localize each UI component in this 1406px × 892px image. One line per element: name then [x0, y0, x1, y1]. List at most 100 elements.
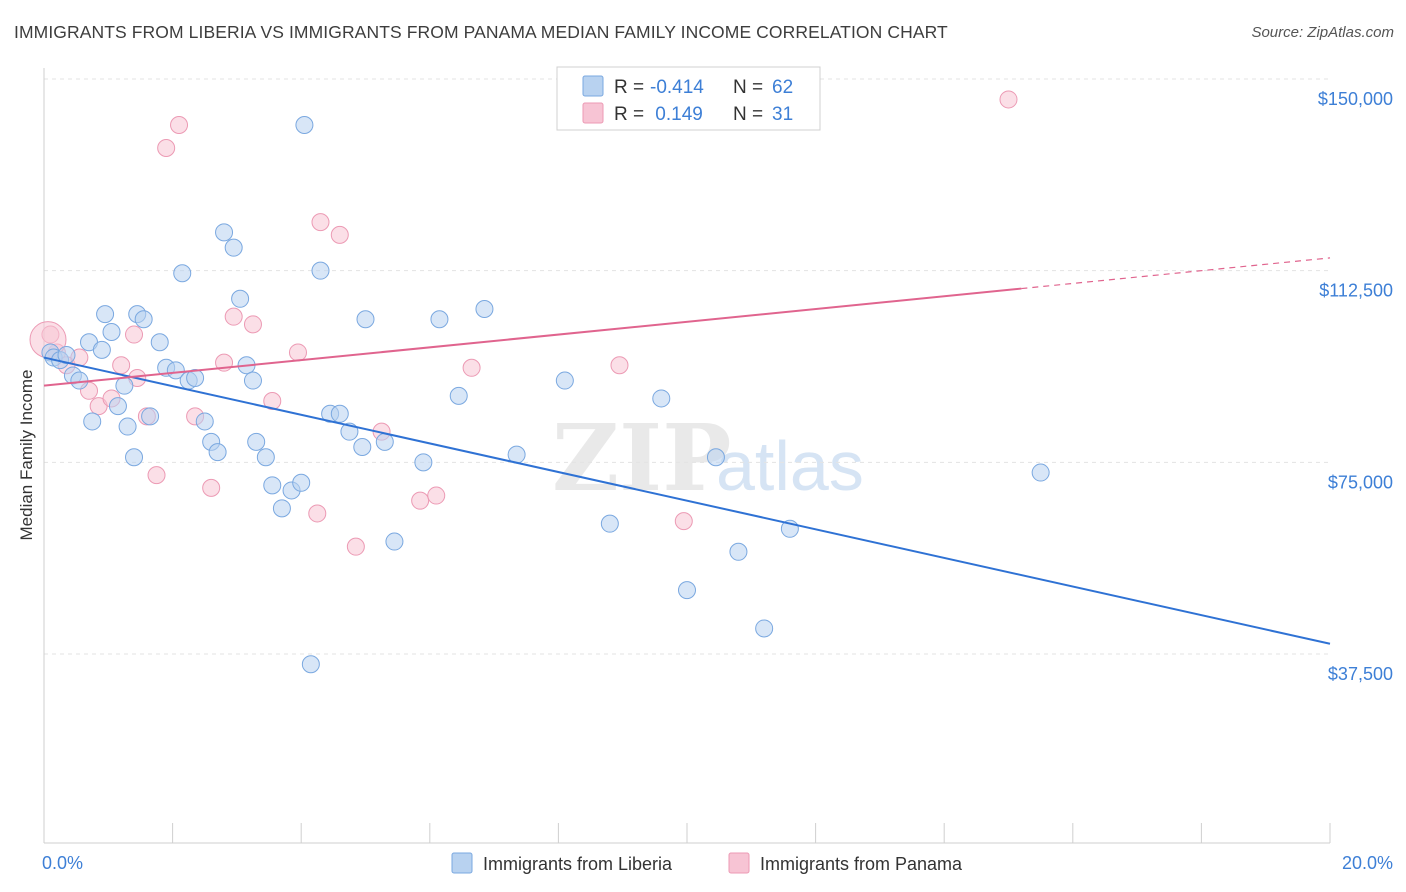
liberia-point — [652, 389, 671, 408]
panama-point — [999, 90, 1018, 109]
series-panama-points — [29, 90, 1018, 556]
watermark-zip: ZIP — [552, 404, 731, 512]
panama-trend-line — [43, 287, 1022, 387]
liberia-point — [449, 386, 468, 405]
liberia-point — [755, 619, 774, 638]
panama-point — [112, 356, 131, 375]
y-axis-label: Median Family Income — [17, 369, 36, 540]
panama-point — [224, 307, 243, 326]
panama-point — [308, 504, 327, 523]
panama-point — [170, 116, 189, 135]
liberia-point — [678, 581, 696, 600]
liberia-point — [247, 432, 266, 451]
panama-point — [311, 213, 330, 232]
liberia-point — [375, 432, 394, 451]
legend-r-value-panama: 0.149 — [650, 104, 703, 125]
liberia-point — [555, 371, 574, 390]
liberia-point — [141, 407, 160, 426]
series-legend-swatch-liberia — [451, 852, 473, 874]
liberia-point — [115, 376, 134, 395]
liberia-point — [83, 412, 102, 431]
liberia-point — [301, 655, 320, 674]
y-tick-label: $150,000 — [1318, 89, 1393, 109]
liberia-point — [292, 473, 311, 492]
liberia-point — [102, 323, 121, 342]
liberia-point — [96, 305, 115, 324]
legend-r-label-liberia: R = — [614, 77, 644, 98]
liberia-point — [166, 361, 185, 380]
series-legend-label-panama: Immigrants from Panama — [760, 854, 963, 874]
liberia-point — [311, 261, 330, 280]
liberia-point — [600, 514, 619, 533]
liberia-point — [150, 333, 169, 352]
legend-r-value-liberia: -0.414 — [650, 77, 704, 98]
panama-point — [610, 356, 629, 375]
liberia-point — [272, 499, 291, 518]
panama-point — [462, 358, 481, 377]
liberia-point — [263, 476, 282, 495]
panama-point — [243, 315, 262, 334]
liberia-point — [215, 223, 234, 242]
liberia-point — [231, 289, 250, 308]
y-tick-labels: $37,500 $75,000 $112,500 $150,000 — [1318, 89, 1393, 684]
panama-point — [427, 486, 446, 505]
liberia-point — [118, 417, 137, 436]
liberia-point — [385, 532, 404, 551]
liberia-trend-line — [43, 356, 1331, 645]
panama-point — [263, 392, 282, 411]
panama-point — [147, 466, 166, 485]
liberia-point — [224, 238, 243, 257]
liberia-point — [330, 404, 349, 423]
liberia-point — [430, 310, 449, 329]
panama-point — [202, 478, 221, 497]
liberia-point — [356, 310, 375, 329]
panama-point — [411, 491, 430, 510]
watermark-atlas: atlas — [716, 427, 864, 505]
y-tick-label: $75,000 — [1328, 472, 1393, 492]
x-tick-labels: 0.0% 20.0% — [42, 853, 1393, 873]
liberia-point — [134, 310, 153, 329]
trend-lines — [43, 257, 1331, 645]
panama-point — [125, 325, 144, 344]
y-tick-label: $37,500 — [1328, 664, 1393, 684]
panama-point — [346, 537, 365, 556]
liberia-point — [256, 448, 275, 467]
liberia-point — [173, 264, 192, 283]
legend-n-value-panama: 31 — [772, 104, 793, 125]
panama-point — [330, 225, 349, 244]
panama-trend-line-extension — [1021, 257, 1331, 290]
liberia-point — [295, 116, 314, 135]
source-credit: Source: ZipAtlas.com — [1251, 24, 1394, 41]
legend-r-label-panama: R = — [614, 104, 644, 125]
series-liberia-points — [41, 116, 1050, 674]
series-legend-swatch-panama — [728, 852, 750, 874]
legend-n-label-liberia: N = — [733, 77, 763, 98]
legend-n-value-liberia: 62 — [772, 77, 793, 98]
series-legend-label-liberia: Immigrants from Liberia — [483, 854, 673, 874]
watermark: ZIP atlas — [552, 404, 864, 512]
panama-point — [674, 512, 693, 531]
liberia-point — [125, 448, 144, 467]
series-legend: Immigrants from Liberia Immigrants from … — [451, 852, 963, 874]
liberia-point — [706, 448, 725, 467]
legend-swatch-panama — [582, 102, 604, 124]
liberia-point — [70, 371, 89, 390]
liberia-point — [729, 542, 748, 561]
panama-point — [157, 139, 176, 158]
correlation-legend: R = -0.414 N = 62 R = 0.149 N = 31 — [556, 66, 821, 131]
liberia-point — [1031, 463, 1050, 482]
legend-n-label-panama: N = — [733, 104, 763, 125]
liberia-point — [243, 371, 262, 390]
x-tick-label-max: 20.0% — [1342, 853, 1393, 873]
liberia-point — [353, 438, 372, 457]
liberia-point — [475, 300, 494, 319]
panama-point — [288, 343, 307, 362]
axes — [43, 68, 1331, 844]
liberia-point — [195, 412, 214, 431]
legend-swatch-liberia — [582, 75, 604, 97]
liberia-point — [208, 443, 227, 462]
liberia-point — [108, 397, 127, 416]
x-tick-label-min: 0.0% — [42, 853, 83, 873]
chart-title: IMMIGRANTS FROM LIBERIA VS IMMIGRANTS FR… — [14, 22, 948, 42]
